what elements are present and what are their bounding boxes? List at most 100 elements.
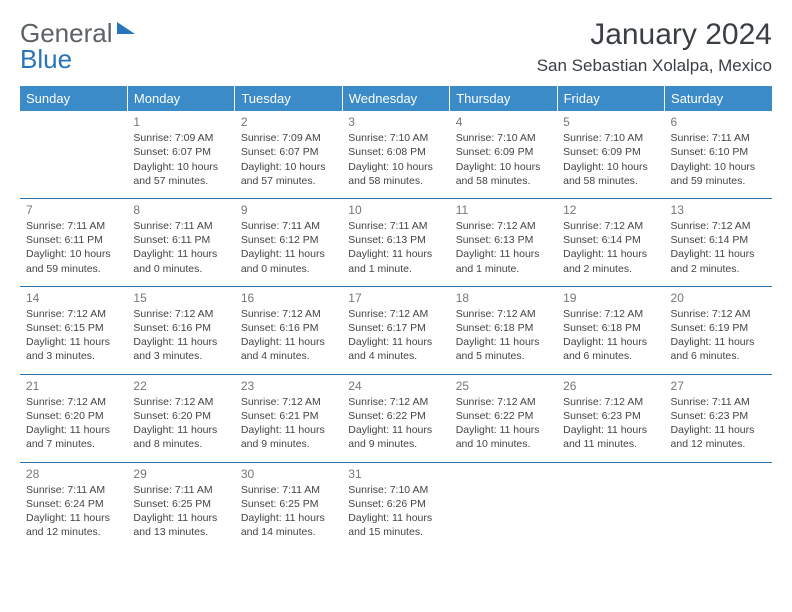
sunset-line: Sunset: 6:20 PM [26, 409, 121, 423]
sunset-line: Sunset: 6:24 PM [26, 497, 121, 511]
day-number: 8 [133, 202, 228, 218]
calendar-day-cell: 24Sunrise: 7:12 AMSunset: 6:22 PMDayligh… [342, 374, 449, 462]
calendar-day-cell: 27Sunrise: 7:11 AMSunset: 6:23 PMDayligh… [665, 374, 772, 462]
sunset-line: Sunset: 6:21 PM [241, 409, 336, 423]
daylight-line-2: and 1 minute. [348, 262, 443, 276]
calendar-day-cell: 4Sunrise: 7:10 AMSunset: 6:09 PMDaylight… [450, 111, 557, 198]
daylight-line: Daylight: 10 hours [133, 160, 228, 174]
sunset-line: Sunset: 6:18 PM [456, 321, 551, 335]
calendar-header-row: SundayMondayTuesdayWednesdayThursdayFrid… [20, 86, 772, 111]
sunset-line: Sunset: 6:15 PM [26, 321, 121, 335]
daylight-line-2: and 11 minutes. [563, 437, 658, 451]
daylight-line-2: and 57 minutes. [133, 174, 228, 188]
calendar-day-cell: 21Sunrise: 7:12 AMSunset: 6:20 PMDayligh… [20, 374, 127, 462]
sunrise-line: Sunrise: 7:11 AM [26, 219, 121, 233]
calendar-day-cell: 19Sunrise: 7:12 AMSunset: 6:18 PMDayligh… [557, 286, 664, 374]
sunset-line: Sunset: 6:14 PM [563, 233, 658, 247]
calendar-day-cell: 25Sunrise: 7:12 AMSunset: 6:22 PMDayligh… [450, 374, 557, 462]
weekday-header: Wednesday [342, 86, 449, 111]
day-number: 20 [671, 290, 766, 306]
calendar-week-row: 14Sunrise: 7:12 AMSunset: 6:15 PMDayligh… [20, 286, 772, 374]
daylight-line-2: and 2 minutes. [671, 262, 766, 276]
calendar-day-cell: 14Sunrise: 7:12 AMSunset: 6:15 PMDayligh… [20, 286, 127, 374]
daylight-line: Daylight: 11 hours [348, 335, 443, 349]
calendar-day-cell: 17Sunrise: 7:12 AMSunset: 6:17 PMDayligh… [342, 286, 449, 374]
day-number: 11 [456, 202, 551, 218]
sunset-line: Sunset: 6:17 PM [348, 321, 443, 335]
weekday-header: Friday [557, 86, 664, 111]
sunrise-line: Sunrise: 7:12 AM [241, 395, 336, 409]
daylight-line: Daylight: 11 hours [133, 423, 228, 437]
day-number: 15 [133, 290, 228, 306]
day-number: 24 [348, 378, 443, 394]
daylight-line-2: and 4 minutes. [348, 349, 443, 363]
sunset-line: Sunset: 6:09 PM [563, 145, 658, 159]
sunrise-line: Sunrise: 7:12 AM [26, 395, 121, 409]
sunset-line: Sunset: 6:18 PM [563, 321, 658, 335]
sunrise-line: Sunrise: 7:11 AM [133, 483, 228, 497]
title-block: January 2024 San Sebastian Xolalpa, Mexi… [537, 18, 772, 76]
calendar-day-cell: 3Sunrise: 7:10 AMSunset: 6:08 PMDaylight… [342, 111, 449, 198]
daylight-line-2: and 6 minutes. [563, 349, 658, 363]
sunrise-line: Sunrise: 7:12 AM [563, 395, 658, 409]
sunset-line: Sunset: 6:11 PM [133, 233, 228, 247]
sunrise-line: Sunrise: 7:12 AM [671, 219, 766, 233]
daylight-line-2: and 57 minutes. [241, 174, 336, 188]
daylight-line-2: and 7 minutes. [26, 437, 121, 451]
day-number: 4 [456, 114, 551, 130]
sunset-line: Sunset: 6:13 PM [348, 233, 443, 247]
calendar-table: SundayMondayTuesdayWednesdayThursdayFrid… [20, 86, 772, 549]
daylight-line-2: and 58 minutes. [563, 174, 658, 188]
calendar-day-cell [665, 462, 772, 549]
calendar-day-cell: 1Sunrise: 7:09 AMSunset: 6:07 PMDaylight… [127, 111, 234, 198]
sunrise-line: Sunrise: 7:12 AM [26, 307, 121, 321]
daylight-line-2: and 15 minutes. [348, 525, 443, 539]
sunrise-line: Sunrise: 7:10 AM [348, 483, 443, 497]
calendar-day-cell: 6Sunrise: 7:11 AMSunset: 6:10 PMDaylight… [665, 111, 772, 198]
day-number: 3 [348, 114, 443, 130]
daylight-line: Daylight: 10 hours [456, 160, 551, 174]
day-number: 27 [671, 378, 766, 394]
daylight-line-2: and 2 minutes. [563, 262, 658, 276]
daylight-line: Daylight: 11 hours [241, 511, 336, 525]
sunrise-line: Sunrise: 7:11 AM [671, 131, 766, 145]
sunrise-line: Sunrise: 7:12 AM [671, 307, 766, 321]
sunset-line: Sunset: 6:10 PM [671, 145, 766, 159]
calendar-day-cell: 26Sunrise: 7:12 AMSunset: 6:23 PMDayligh… [557, 374, 664, 462]
calendar-week-row: 21Sunrise: 7:12 AMSunset: 6:20 PMDayligh… [20, 374, 772, 462]
day-number: 26 [563, 378, 658, 394]
weekday-header: Monday [127, 86, 234, 111]
daylight-line: Daylight: 11 hours [563, 423, 658, 437]
day-number: 28 [26, 466, 121, 482]
sunset-line: Sunset: 6:25 PM [241, 497, 336, 511]
day-number: 23 [241, 378, 336, 394]
sunset-line: Sunset: 6:08 PM [348, 145, 443, 159]
calendar-day-cell: 18Sunrise: 7:12 AMSunset: 6:18 PMDayligh… [450, 286, 557, 374]
daylight-line-2: and 13 minutes. [133, 525, 228, 539]
sunrise-line: Sunrise: 7:09 AM [241, 131, 336, 145]
sunrise-line: Sunrise: 7:09 AM [133, 131, 228, 145]
daylight-line: Daylight: 11 hours [348, 247, 443, 261]
sunrise-line: Sunrise: 7:12 AM [348, 307, 443, 321]
day-number: 7 [26, 202, 121, 218]
calendar-body: 1Sunrise: 7:09 AMSunset: 6:07 PMDaylight… [20, 111, 772, 549]
logo-mark-icon [117, 22, 135, 34]
daylight-line-2: and 1 minute. [456, 262, 551, 276]
daylight-line: Daylight: 11 hours [563, 247, 658, 261]
calendar-week-row: 7Sunrise: 7:11 AM Sunset: 6:11 PM Daylight… [20, 198, 772, 286]
sunrise-line: Sunrise: 7:12 AM [456, 307, 551, 321]
sunset-line: Sunset: 6:16 PM [133, 321, 228, 335]
calendar-day-cell: 22Sunrise: 7:12 AMSunset: 6:20 PMDayligh… [127, 374, 234, 462]
sunrise-line: Sunrise: 7:12 AM [133, 307, 228, 321]
daylight-line-2: and 12 minutes. [671, 437, 766, 451]
sunrise-line: Sunrise: 7:12 AM [563, 307, 658, 321]
calendar-day-cell: 15Sunrise: 7:12 AMSunset: 6:16 PMDayligh… [127, 286, 234, 374]
sunrise-line: Sunrise: 7:10 AM [563, 131, 658, 145]
calendar-day-cell: 29Sunrise: 7:11 AMSunset: 6:25 PMDayligh… [127, 462, 234, 549]
daylight-line: Daylight: 11 hours [348, 511, 443, 525]
day-number: 31 [348, 466, 443, 482]
sunset-line: Sunset: 6:22 PM [348, 409, 443, 423]
daylight-line: Daylight: 11 hours [133, 335, 228, 349]
weekday-header: Saturday [665, 86, 772, 111]
day-number: 6 [671, 114, 766, 130]
